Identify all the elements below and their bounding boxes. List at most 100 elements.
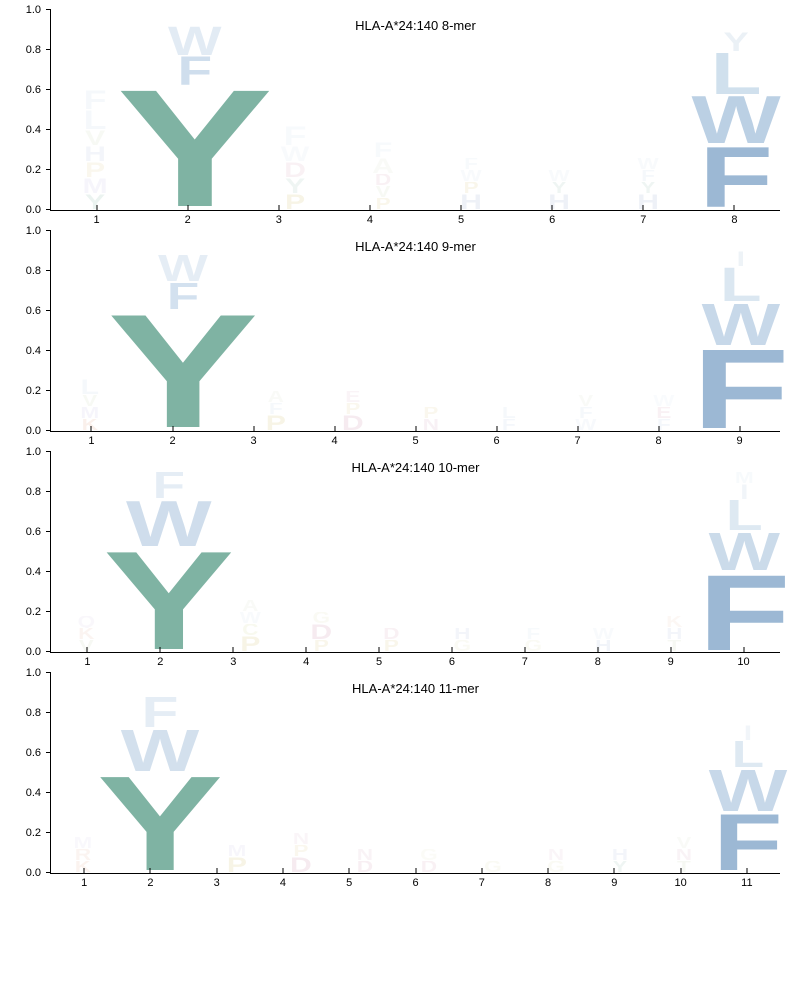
x-tick-label: 9 (611, 877, 617, 889)
x-tick-label: 1 (88, 435, 94, 447)
x-tick-label: 3 (250, 435, 256, 447)
x-axis: 12345678 (51, 210, 780, 230)
x-tick-label: 4 (367, 214, 373, 226)
logo-columns: YMPHVLFYFWPYDWFPVDAFHPWFHYWHYFWFWLY (51, 10, 780, 210)
logo-letter: L (674, 52, 797, 96)
logo-column: DPN (269, 673, 333, 873)
panel-title: HLA-A*24:140 9-mer (51, 239, 780, 254)
logo-columns: KRMYWFPMDPNDNDGGGNYHTNVFWLI (51, 673, 780, 873)
logo-panel-3: HLA-A*24:140 11-mer0.00.20.40.60.81.0KRM… (10, 673, 790, 874)
logo-panel-1: HLA-A*24:140 9-mer0.00.20.40.60.81.0KMVL… (10, 231, 790, 432)
x-tick-label: 10 (674, 877, 686, 889)
x-tick-label: 2 (185, 214, 191, 226)
x-axis: 12345678910 (51, 652, 780, 672)
y-tick-label: 1.0 (26, 667, 41, 679)
x-tick-label: 4 (303, 656, 309, 668)
x-tick-label: 7 (574, 435, 580, 447)
logo-column: PD (356, 452, 427, 652)
x-tick-label: 8 (655, 435, 661, 447)
logo-column: FWLIM (709, 452, 780, 652)
plot-area: HLA-A*24:140 9-mer0.00.20.40.60.81.0KMVL… (50, 231, 780, 432)
logo-column: GH (427, 452, 498, 652)
logo-letter: I (695, 484, 794, 500)
plot-area: HLA-A*24:140 8-mer0.00.20.40.60.81.0YMPH… (50, 10, 780, 211)
x-tick-label: 3 (230, 656, 236, 668)
logo-column: FWLI (702, 231, 780, 431)
logo-letter: L (703, 741, 792, 769)
x-tick-label: 1 (84, 656, 90, 668)
logo-letter: F (695, 572, 794, 652)
y-tick-label: 0.4 (26, 345, 41, 357)
logo-column: DPE (314, 231, 392, 431)
y-tick-label: 0.4 (26, 787, 41, 799)
y-tick-label: 1.0 (26, 225, 41, 237)
y-tick-label: 0.4 (26, 566, 41, 578)
x-tick-label: 6 (412, 877, 418, 889)
panel-title: HLA-A*24:140 10-mer (51, 460, 780, 475)
y-tick-label: 0.8 (26, 486, 41, 498)
logo-column: FWLI (716, 673, 780, 873)
logo-letter: F (674, 146, 797, 210)
logo-column: DN (333, 673, 397, 873)
x-tick-label: 10 (737, 656, 749, 668)
logo-column: GF (498, 452, 569, 652)
logo-columns: KMVLYFWPFADPENPFLWFVFEWFWLI (51, 231, 780, 431)
logo-column: DG (397, 673, 461, 873)
x-tick-label: 2 (147, 877, 153, 889)
x-tick-label: 7 (479, 877, 485, 889)
y-tick-label: 0.6 (26, 526, 41, 538)
x-tick-label: 3 (276, 214, 282, 226)
logo-column: NP (392, 231, 470, 431)
panel-title: HLA-A*24:140 8-mer (51, 18, 780, 33)
x-tick-label: 4 (331, 435, 337, 447)
x-axis: 1 2 3 4 5 6 7 8 9 (51, 431, 780, 451)
plot-area: HLA-A*24:140 10-mer0.00.20.40.60.81.0VKQ… (50, 452, 780, 653)
panel-title: HLA-A*24:140 11-mer (51, 681, 780, 696)
plot-area: HLA-A*24:140 11-mer0.00.20.40.60.81.0KRM… (50, 673, 780, 874)
logo-letter: F (687, 347, 796, 431)
logo-letter: W (695, 532, 794, 572)
x-tick-label: 9 (736, 435, 742, 447)
x-tick-label: 5 (412, 435, 418, 447)
logo-column: YWF (115, 673, 205, 873)
logo-letter: F (107, 283, 258, 311)
x-tick-label: 8 (545, 877, 551, 889)
x-tick-label: 7 (522, 656, 528, 668)
logo-column: PDG (286, 452, 357, 652)
logo-letter: Y (674, 32, 797, 52)
x-tick-label: 6 (493, 435, 499, 447)
x-tick-label: 8 (595, 656, 601, 668)
x-tick-label: 6 (549, 214, 555, 226)
x-tick-label: 5 (458, 214, 464, 226)
logo-letter: W (107, 255, 258, 283)
logo-letter: I (703, 725, 792, 741)
logo-column: FWLY (692, 10, 780, 210)
x-tick-label: 2 (157, 656, 163, 668)
logo-letter: L (687, 267, 796, 303)
x-tick-label: 3 (214, 877, 220, 889)
logo-letter: L (695, 500, 794, 532)
logo-letter: F (703, 813, 792, 873)
y-tick-label: 1.0 (26, 4, 41, 16)
logo-letter: W (674, 96, 797, 146)
x-tick-label: 9 (668, 656, 674, 668)
x-axis: 1234567891011 (51, 873, 780, 893)
y-tick-label: 1.0 (26, 446, 41, 458)
x-tick-label: 4 (280, 877, 286, 889)
x-tick-label: 2 (169, 435, 175, 447)
logo-column: G (461, 673, 525, 873)
y-tick-label: 0.8 (26, 707, 41, 719)
x-tick-label: 8 (731, 214, 737, 226)
logo-columns: VKQYWFPCWAPDGPDGHGFHWTHKFWLIM (51, 452, 780, 652)
logo-letter: W (703, 769, 792, 813)
y-tick-label: 0.8 (26, 265, 41, 277)
y-tick-label: 0.6 (26, 747, 41, 759)
x-tick-label: 1 (81, 877, 87, 889)
x-tick-label: 1 (94, 214, 100, 226)
x-tick-label: 5 (346, 877, 352, 889)
logo-panel-0: HLA-A*24:140 8-mer0.00.20.40.60.81.0YMPH… (10, 10, 790, 211)
x-tick-label: 6 (449, 656, 455, 668)
y-tick-label: 0.6 (26, 305, 41, 317)
logo-column: GN (524, 673, 588, 873)
y-tick-label: 0.8 (26, 44, 41, 56)
